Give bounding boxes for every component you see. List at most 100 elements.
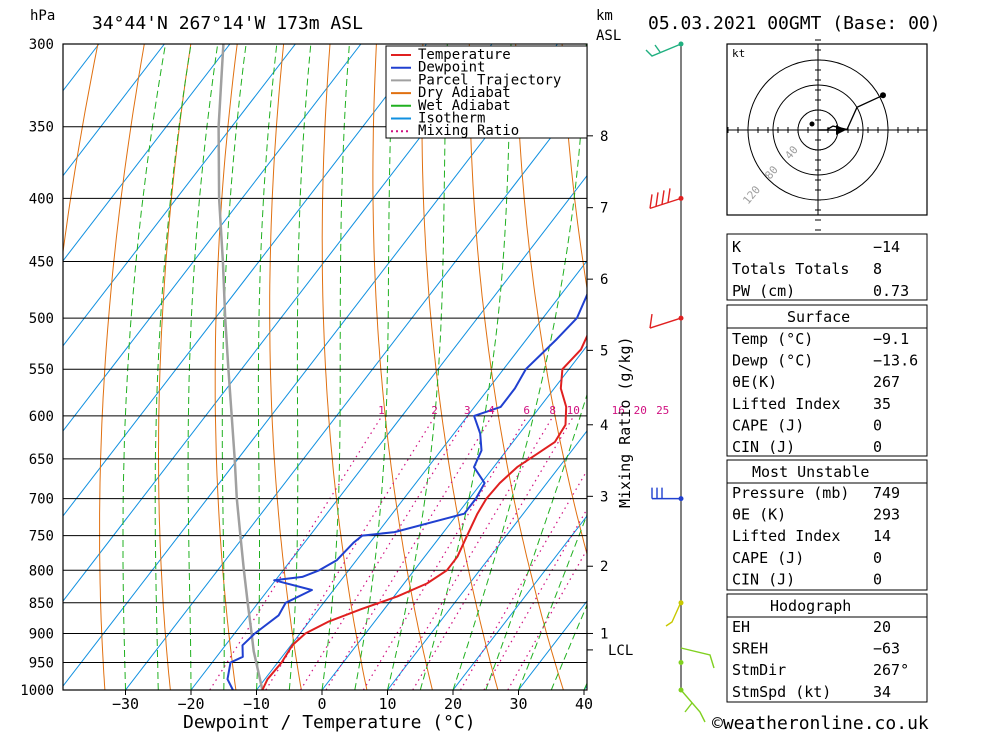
temperature-tick-label: −20 — [177, 695, 204, 713]
isotherm-line — [63, 44, 493, 602]
km-tick-label: 8 — [600, 129, 608, 145]
legend-item-label: Dry Adiabat — [418, 85, 511, 101]
pressure-tick-label: 700 — [29, 492, 54, 508]
indices-panel: K −14 Totals Totals 8 PW (cm) 0.73 Surfa… — [726, 233, 928, 703]
km-label: km — [596, 8, 613, 24]
km-tick-label: LCL — [608, 643, 633, 659]
km-tick-label: 1 — [600, 626, 608, 642]
temperature-tick-labels: −30 −20 −10 0 10 20 30 40 — [112, 690, 593, 713]
profiles — [217, 44, 587, 690]
dry-adiabat-line — [561, 44, 587, 292]
km-tick-label: 7 — [600, 201, 608, 217]
isotherm-line — [63, 44, 296, 347]
most-unstable-row-value: 0 — [873, 549, 882, 567]
hodograph-row-value: 34 — [873, 683, 891, 701]
most-unstable-row-label: CIN (J) — [732, 570, 795, 588]
hodograph-row-label: EH — [732, 618, 750, 636]
pressure-tick-labels: 300 350 400 450 500 550 600 650 700 750 800 850 900 9… — [20, 37, 54, 699]
mixing-ratio-labels: 1 2 3 4 6 8 10 16 20 25 — [378, 404, 669, 417]
surface-row-value: 0 — [873, 416, 882, 434]
surface-row-label: Temp (°C) — [732, 330, 813, 348]
dry-adiabat-line — [321, 44, 368, 690]
pressure-tick-label: 300 — [29, 37, 54, 53]
temperature-tick-label: 0 — [317, 695, 326, 713]
hodograph-row-label: StmSpd (kt) — [732, 683, 831, 701]
pressure-tick-label: 800 — [29, 563, 54, 579]
surface-row-label: θE(K) — [732, 373, 777, 391]
surface-row-label: Lifted Index — [732, 395, 840, 413]
legend-item-label: Temperature — [418, 47, 511, 63]
pressure-tick-label: 450 — [29, 255, 54, 271]
pressure-tick-label: 950 — [29, 655, 54, 671]
mixing-ratio-line — [325, 415, 493, 690]
temperature-tick-label: 20 — [444, 695, 462, 713]
most-unstable-title: Most Unstable — [752, 463, 869, 481]
km-tick-label: 6 — [600, 272, 608, 288]
temperature-tick-label: −30 — [112, 695, 139, 713]
mixing-ratio-label: 10 — [567, 404, 580, 417]
isotherm-line — [63, 44, 165, 177]
most-unstable-row-value: 749 — [873, 484, 900, 502]
wet-adiabat-line — [485, 392, 587, 690]
location-title: 34°44'N 267°14'W 173m ASL — [92, 13, 363, 34]
tt-value: 8 — [873, 260, 882, 278]
hpa-label: hPa — [30, 8, 55, 24]
isotherm-line — [63, 44, 427, 517]
plot-frame — [62, 43, 588, 691]
mixing-ratio-label: 25 — [656, 404, 669, 417]
dry-adiabat-line — [421, 44, 499, 690]
most-unstable-row-value: 0 — [873, 570, 882, 588]
wet-adiabat-line — [256, 44, 278, 690]
parcel-trajectory-profile — [217, 44, 264, 690]
surface-row-label: CAPE (J) — [732, 416, 804, 434]
pressure-tick-label: 900 — [29, 626, 54, 642]
site-credit[interactable]: ©weatheronline.co.uk — [712, 713, 929, 733]
dry-adiabat-line — [980, 44, 1000, 690]
surface-row-label: CIN (J) — [732, 438, 795, 456]
mixing-ratio-label: 3 — [464, 404, 471, 417]
wind-barb — [649, 188, 682, 210]
mixing-ratio-axis-label: Mixing Ratio (g/kg) — [616, 336, 634, 508]
mixing-ratio-line — [362, 415, 528, 690]
surface-row-value: −9.1 — [873, 330, 909, 348]
mixing-ratio-label: 6 — [523, 404, 530, 417]
temperature-tick-label: −10 — [243, 695, 270, 713]
dry-adiabat-line — [158, 44, 192, 690]
wet-adiabat-line — [452, 44, 587, 690]
wind-profile — [645, 41, 715, 723]
dry-adiabat-line — [934, 44, 1000, 690]
dewpoint-profile — [226, 292, 587, 690]
wind-barb — [645, 43, 682, 57]
k-value: −14 — [873, 238, 900, 256]
isotherm-line — [321, 345, 587, 690]
pressure-tick-label: 1000 — [20, 683, 54, 699]
wind-barb — [680, 689, 706, 723]
isotherm-line — [63, 44, 558, 687]
hodograph-title: Hodograph — [770, 597, 851, 615]
hodograph-unit: kt — [732, 47, 745, 60]
tt-label: Totals Totals — [732, 260, 849, 278]
hodo-trace-end — [880, 92, 886, 99]
mixing-ratio-line — [390, 415, 554, 690]
hodograph-row-value: 267° — [873, 661, 909, 679]
x-axis-label: Dewpoint / Temperature (°C) — [183, 712, 476, 733]
pw-value: 0.73 — [873, 282, 909, 300]
hodograph-row-value: 20 — [873, 618, 891, 636]
isotherm-line — [63, 44, 362, 432]
wind-barb — [651, 487, 681, 500]
surface-row-value: 0 — [873, 438, 882, 456]
hodograph: kt 40 80 120 — [726, 39, 928, 231]
isotherm-line — [256, 259, 587, 690]
hodograph-row-label: SREH — [732, 640, 768, 658]
wind-barb — [649, 313, 682, 329]
isotherm-line — [190, 174, 587, 690]
isotherm-line — [452, 515, 587, 690]
mixing-ratio-label: 2 — [431, 404, 438, 417]
wet-adiabat-line — [321, 44, 350, 690]
pw-label: PW (cm) — [732, 282, 795, 300]
legend-item-label: Wet Adiabat — [418, 98, 511, 114]
pressure-tick-label: 650 — [29, 452, 54, 468]
wind-barb — [665, 601, 682, 627]
